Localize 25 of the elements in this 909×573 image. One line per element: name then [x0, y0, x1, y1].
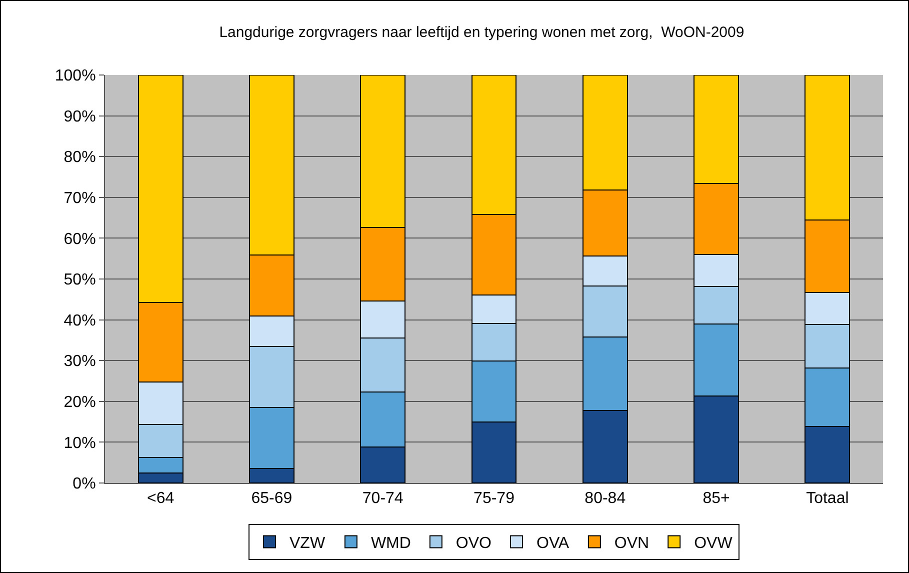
legend-label: WMD: [370, 534, 411, 552]
x-tick-label: 65-69: [251, 490, 292, 508]
legend-label: OVN: [614, 534, 650, 552]
legend-label: OVW: [694, 534, 734, 552]
y-tick-label: 10%: [64, 434, 96, 452]
y-tick-label: 0%: [72, 476, 96, 493]
y-tick-label: 20%: [64, 394, 96, 411]
y-tick-label: 70%: [64, 190, 96, 207]
x-tick-label: <64: [147, 490, 174, 508]
y-tick-label: 80%: [64, 149, 96, 166]
y-tick-label: 40%: [64, 312, 96, 330]
y-tick-label: 50%: [64, 272, 96, 289]
x-tick-label: Totaal: [806, 490, 849, 508]
y-tick-label: 60%: [64, 230, 96, 248]
chart-title: Langdurige zorgvragers naar leeftijd en typering wonen met zorg, WoON-2009: [219, 24, 744, 42]
legend-label: VZW: [290, 534, 326, 552]
y-tick-label: 100%: [54, 68, 96, 85]
y-tick-label: 30%: [64, 353, 96, 370]
x-tick-label: 70-74: [362, 490, 404, 508]
x-tick-label: 85+: [702, 490, 730, 508]
legend-label: OVA: [536, 534, 570, 552]
x-tick-label: 75-79: [474, 490, 515, 508]
legend-label: OVO: [456, 534, 492, 552]
x-tick-label: 80-84: [584, 490, 626, 508]
y-tick-label: 90%: [64, 108, 96, 126]
